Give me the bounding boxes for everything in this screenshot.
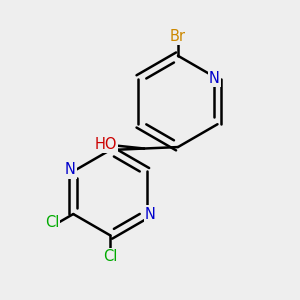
- Text: Cl: Cl: [45, 214, 59, 230]
- Text: HO: HO: [94, 136, 117, 152]
- Text: Cl: Cl: [103, 249, 117, 264]
- Text: N: N: [145, 206, 156, 221]
- Text: N: N: [65, 162, 76, 177]
- Text: N: N: [209, 71, 220, 86]
- Text: Br: Br: [170, 29, 186, 44]
